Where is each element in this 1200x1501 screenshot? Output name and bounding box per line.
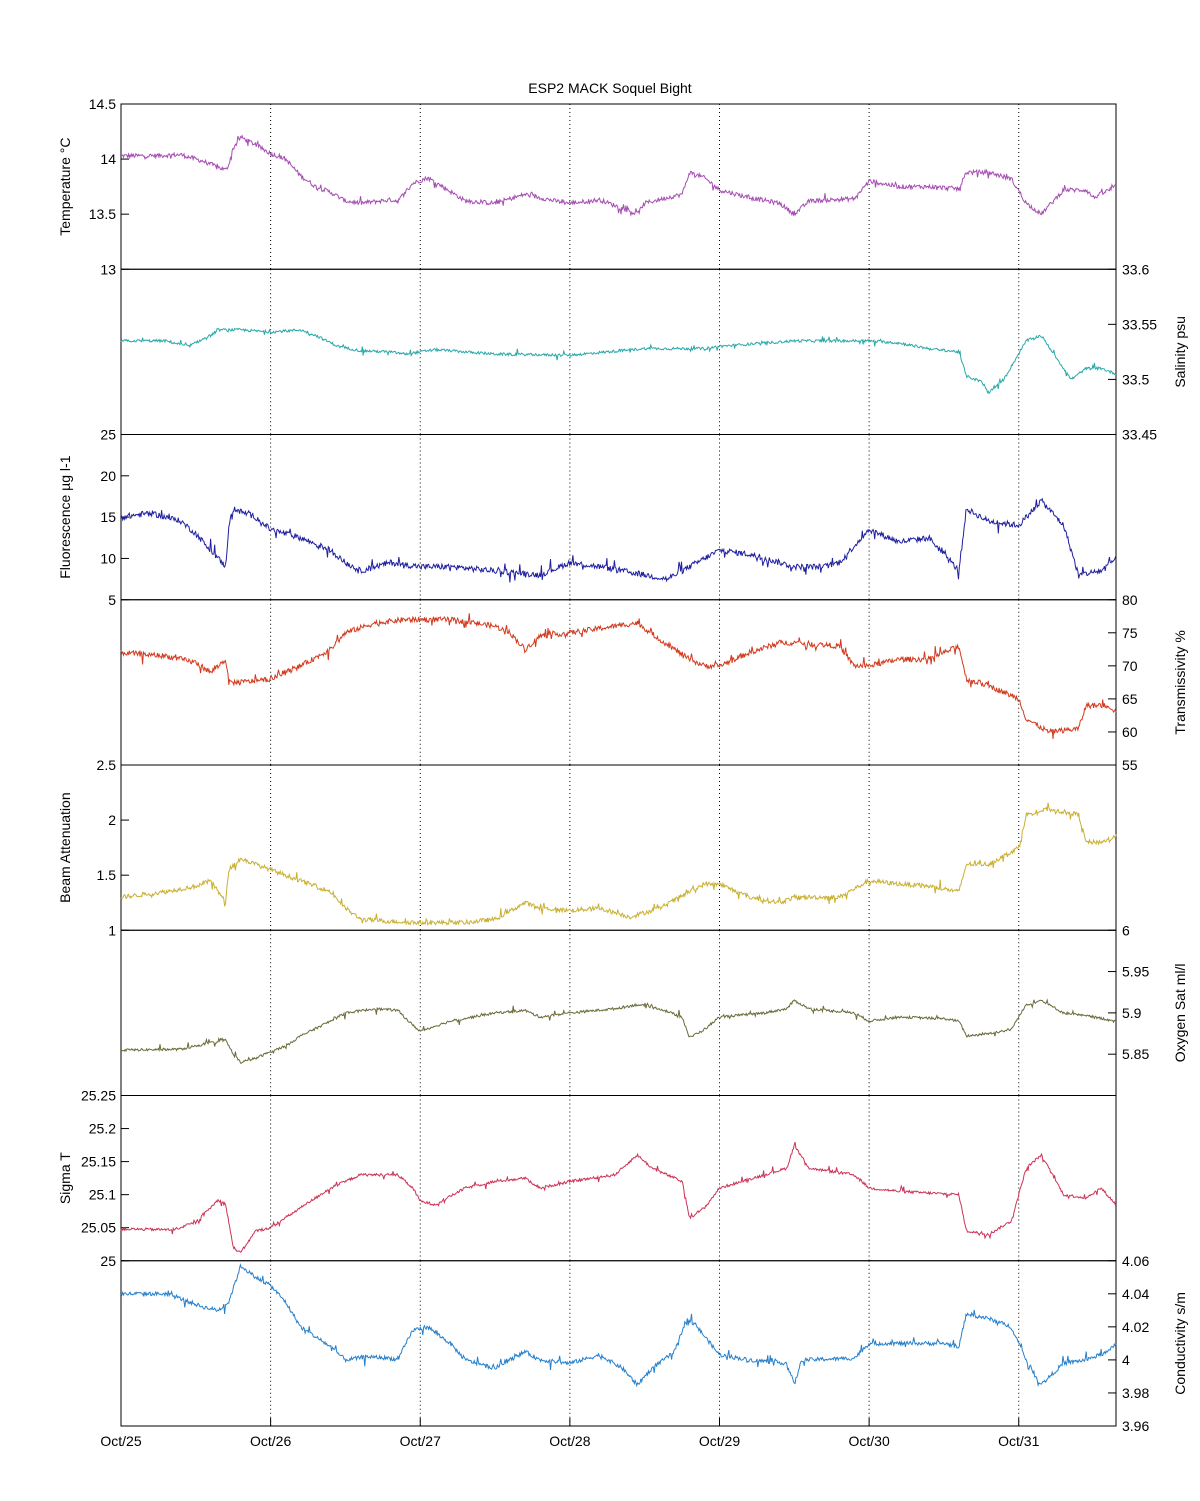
y-tick-label: 4.02: [1122, 1319, 1149, 1335]
series-line-oxygen_sat: [120, 998, 1117, 1065]
panel-oxygen_sat: 5.85 5.9 5.95 6 Oxygen Sat ml/l: [120, 922, 1188, 1096]
series-line-transmissivity: [120, 613, 1117, 740]
panel-salinity: 33.45 33.5 33.55 33.6 Salinity psu: [120, 261, 1188, 443]
y-tick-label: 33.6: [1122, 261, 1149, 277]
y-tick-label: 6: [1122, 922, 1130, 938]
y-tick-label: 3.96: [1122, 1418, 1149, 1434]
series-line-temperature: [120, 134, 1117, 217]
y-tick-label: 25.15: [81, 1154, 116, 1170]
y-tick-label: 13: [100, 261, 116, 277]
y-axis-label: Temperature °C: [57, 138, 73, 236]
y-tick-label: 15: [100, 509, 116, 525]
y-tick-label: 25.25: [81, 1088, 116, 1104]
y-tick-label: 4.06: [1122, 1253, 1149, 1269]
y-tick-label: 5.9: [1122, 1005, 1142, 1021]
y-tick-label: 5: [108, 592, 116, 608]
chart-title: ESP2 MACK Soquel Bight: [528, 80, 692, 96]
series-line-fluorescence: [120, 497, 1117, 583]
y-tick-label: 55: [1122, 757, 1138, 773]
y-tick-label: 13.5: [89, 206, 116, 222]
y-tick-label: 5.95: [1122, 964, 1149, 980]
x-tick-label: Oct/25: [100, 1433, 141, 1449]
y-tick-label: 3.98: [1122, 1385, 1149, 1401]
y-tick-label: 4.04: [1122, 1286, 1149, 1302]
y-tick-label: 25.05: [81, 1220, 116, 1236]
y-tick-label: 5.85: [1122, 1046, 1149, 1062]
x-tick-label: Oct/26: [250, 1433, 291, 1449]
y-tick-label: 1: [108, 922, 116, 938]
y-tick-label: 60: [1122, 724, 1138, 740]
y-axis-label: Beam Attenuation: [57, 792, 73, 903]
series-line-conductivity: [120, 1262, 1117, 1388]
y-tick-label: 14: [100, 151, 116, 167]
series-line-sigma_t: [120, 1141, 1117, 1253]
y-tick-label: 33.55: [1122, 316, 1157, 332]
y-axis-label: Transmissivity %: [1172, 630, 1188, 735]
y-axis-label: Conductivity s/m: [1172, 1292, 1188, 1395]
panel-beam_attenuation: 1 1.5 2 2.5 Beam Attenuation: [57, 757, 1117, 938]
y-tick-label: 2.5: [97, 757, 117, 773]
series-line-salinity: [120, 327, 1117, 395]
panel-fluorescence: 5 10 15 20 25 Fluorescence µg l-1: [57, 427, 1117, 608]
y-axis-label: Oxygen Sat ml/l: [1172, 963, 1188, 1062]
panel-conductivity: 3.96 3.98 4 4.02 4.04 4.06 Conductivity s/m: [120, 1253, 1188, 1434]
panel-temperature: 13 13.5 14 14.5 Temperature °C: [57, 96, 1117, 277]
panel-transmissivity: 55 60 65 70 75 80 Transmissivity %: [120, 592, 1188, 773]
y-tick-label: 65: [1122, 691, 1138, 707]
x-tick-label: Oct/31: [998, 1433, 1039, 1449]
x-tick-label: Oct/28: [549, 1433, 590, 1449]
y-tick-label: 33.45: [1122, 427, 1157, 443]
y-axis-label: Fluorescence µg l-1: [57, 455, 73, 578]
y-tick-label: 1.5: [97, 867, 117, 883]
x-tick-label: Oct/29: [699, 1433, 740, 1449]
x-axis: Oct/25 Oct/26 Oct/27 Oct/28 Oct/29 Oct/30 Oct/…: [100, 1418, 1040, 1449]
y-tick-label: 25: [100, 1253, 116, 1269]
y-tick-label: 14.5: [89, 96, 116, 112]
series-line-beam_attenuation: [120, 802, 1117, 926]
y-tick-label: 4: [1122, 1352, 1130, 1368]
y-tick-label: 25.1: [89, 1187, 116, 1203]
y-tick-label: 80: [1122, 592, 1138, 608]
panel-frame: [120, 1260, 1117, 1427]
y-axis-label: Salinity psu: [1172, 316, 1188, 388]
x-tick-label: Oct/27: [400, 1433, 441, 1449]
y-tick-label: 10: [100, 550, 116, 566]
y-axis-label: Sigma T: [57, 1152, 73, 1204]
y-tick-label: 33.5: [1122, 371, 1149, 387]
y-tick-label: 75: [1122, 625, 1138, 641]
y-tick-label: 2: [108, 812, 116, 828]
y-tick-label: 25: [100, 427, 116, 443]
x-tick-label: Oct/30: [848, 1433, 889, 1449]
y-tick-label: 25.2: [89, 1121, 116, 1137]
y-tick-label: 70: [1122, 658, 1138, 674]
panel-sigma_t: 25 25.05 25.1 25.15 25.2 25.25 Sigma T: [57, 1088, 1117, 1269]
y-tick-label: 20: [100, 468, 116, 484]
